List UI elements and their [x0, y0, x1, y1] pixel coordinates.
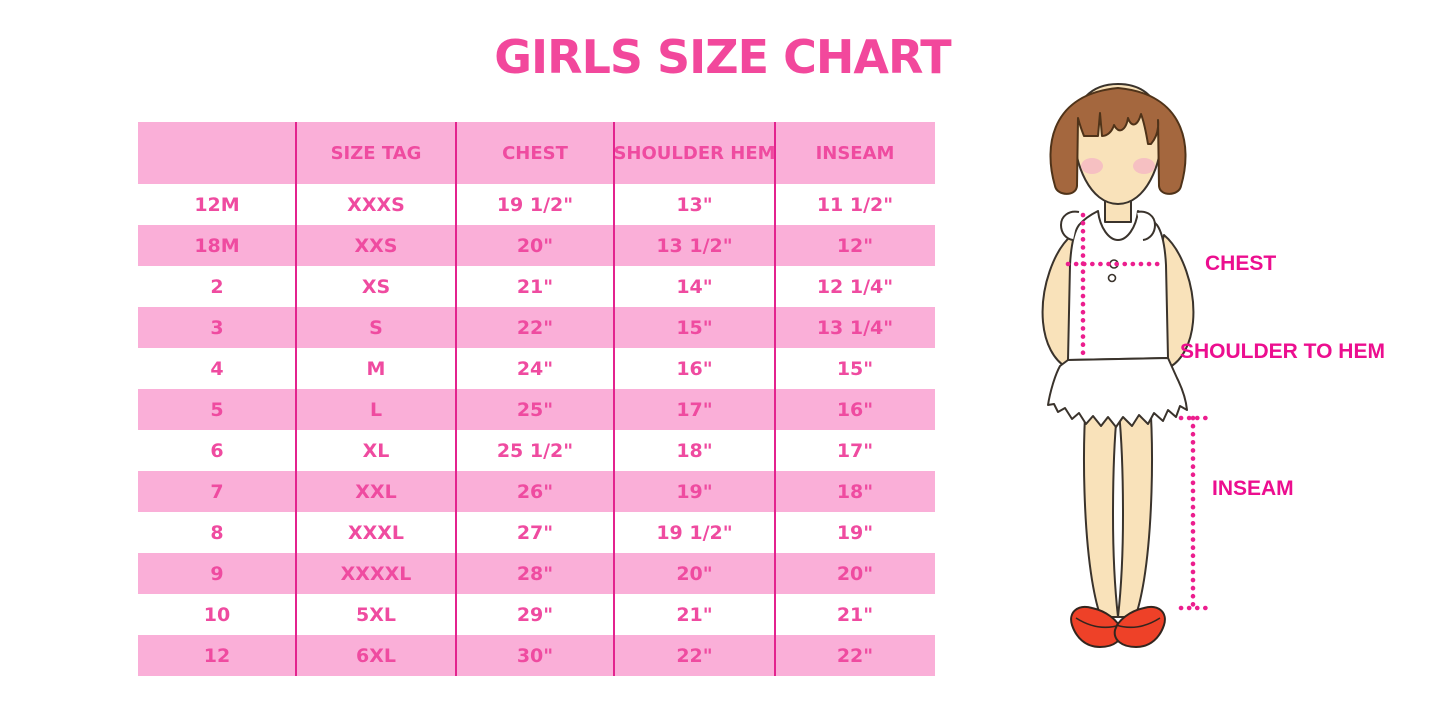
table-cell: 22" [614, 635, 775, 676]
table-cell: 5XL [356, 603, 396, 626]
left-cheek-blush [1081, 158, 1103, 174]
hair [1049, 87, 1187, 195]
table-cell: XXXS [347, 193, 405, 216]
column-divider [455, 122, 457, 676]
table-cell: 20" [614, 553, 775, 594]
table-cell: 19 1/2" [496, 193, 574, 216]
table-cell: 6XL [296, 635, 456, 676]
left-shoulder-ruffle [1060, 210, 1080, 241]
column-divider [613, 122, 615, 676]
table-cell: XXL [296, 471, 456, 512]
table-cell: 5 [138, 389, 296, 430]
table-header-cell: INSEAM [775, 122, 935, 184]
left-leg [1083, 399, 1119, 618]
girl-illustration [1041, 83, 1209, 648]
table-cell: 9 [138, 553, 296, 594]
table-cell: S [296, 307, 456, 348]
table-cell: 30" [456, 635, 614, 676]
table-cell: 26" [456, 471, 614, 512]
table-cell: XXXL [347, 521, 405, 544]
right-leg [1117, 399, 1153, 618]
table-cell: 19" [836, 521, 874, 544]
table-cell: 24" [516, 357, 554, 380]
table-header-cell: SIZE TAG [296, 122, 456, 184]
table-cell: 13" [676, 193, 713, 216]
table-header-cell [138, 122, 296, 184]
table-cell: 3 [138, 307, 296, 348]
table-header-cell: CHEST [456, 122, 614, 184]
table-cell: 10 [203, 603, 231, 626]
top-garment [1067, 210, 1169, 361]
table-cell: 20" [775, 553, 935, 594]
table-cell: 14" [676, 275, 713, 298]
table-cell: M [366, 357, 386, 380]
table-cell: 16" [676, 357, 713, 380]
table-cell: 22" [456, 307, 614, 348]
table-cell: 15" [836, 357, 874, 380]
right-cheek-blush [1133, 158, 1155, 174]
table-cell: 11 1/2" [816, 193, 894, 216]
table-cell: 12 [138, 635, 296, 676]
column-divider [295, 122, 297, 676]
shoulder-to-hem-label: SHOULDER TO HEM [1180, 340, 1385, 363]
column-divider [774, 122, 776, 676]
size-table-wrap: SIZE TAG CHEST SHOULDER HEM INSEAM 12M XXXS 19… [138, 122, 935, 676]
right-shoe-strap [1115, 617, 1161, 629]
inseam-label: INSEAM [1212, 477, 1294, 500]
table-cell: 27" [516, 521, 554, 544]
table-cell: 20" [456, 225, 614, 266]
table-cell: 7 [138, 471, 296, 512]
skirt [1047, 357, 1188, 428]
table-cell: 29" [516, 603, 554, 626]
table-cell: 21" [836, 603, 874, 626]
table-cell: 16" [775, 389, 935, 430]
table-cell: 8 [210, 521, 224, 544]
size-table: SIZE TAG CHEST SHOULDER HEM INSEAM 12M XXXS 19… [138, 122, 935, 676]
page-title: GIRLS SIZE CHART [494, 30, 951, 84]
table-cell: 13 1/2" [614, 225, 775, 266]
table-cell: L [296, 389, 456, 430]
table-cell: 17" [836, 439, 874, 462]
bottom-button [1107, 273, 1117, 283]
table-cell: 18" [676, 439, 713, 462]
table-cell: 22" [775, 635, 935, 676]
table-cell: 21" [676, 603, 713, 626]
table-cell: 15" [614, 307, 775, 348]
table-cell: 18" [775, 471, 935, 512]
right-shoulder-ruffle [1136, 210, 1156, 241]
table-cell: 2 [210, 275, 224, 298]
table-cell: 25" [456, 389, 614, 430]
figure-area: CHEST SHOULDER TO HEM INSEAM [1010, 60, 1445, 685]
table-cell: 28" [456, 553, 614, 594]
table-cell: 19" [614, 471, 775, 512]
table-cell: XXS [296, 225, 456, 266]
table-cell: XL [362, 439, 390, 462]
table-cell: 12M [194, 193, 240, 216]
table-cell: XXXXL [296, 553, 456, 594]
table-cell: 25 1/2" [496, 439, 574, 462]
table-cell: XS [361, 275, 391, 298]
table-cell: 21" [516, 275, 554, 298]
table-cell: 12 1/4" [816, 275, 894, 298]
table-cell: 4 [210, 357, 224, 380]
table-cell: 19 1/2" [656, 521, 733, 544]
chest-label: CHEST [1205, 252, 1277, 275]
table-cell: 12" [775, 225, 935, 266]
table-header-cell: SHOULDER HEM [613, 122, 776, 184]
table-cell: 18M [138, 225, 296, 266]
table-cell: 6 [210, 439, 224, 462]
table-cell: 13 1/4" [775, 307, 935, 348]
table-cell: 17" [614, 389, 775, 430]
